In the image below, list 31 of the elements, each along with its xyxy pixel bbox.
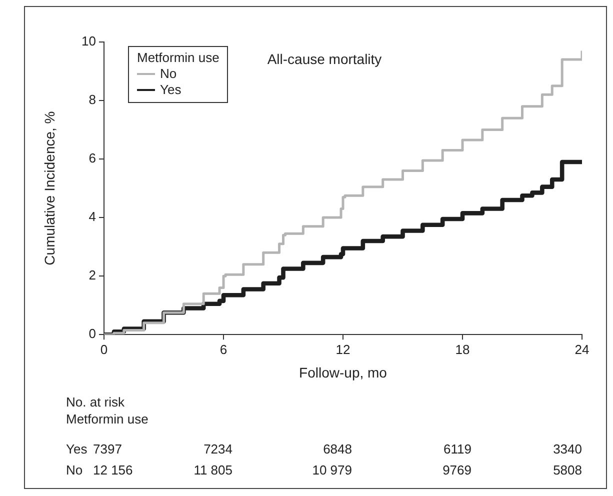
text: No (66, 462, 83, 478)
text: 6848 (323, 442, 352, 457)
text: 3340 (553, 442, 582, 457)
legend-label: No (160, 66, 177, 82)
text: 12 156 (93, 462, 133, 478)
y-tick-label: 2 (88, 268, 96, 283)
text: All-cause mortality (267, 50, 382, 67)
text: 11 805 (194, 462, 232, 478)
text: 7234 (204, 442, 232, 457)
x-axis-title: Follow-up, mo (299, 364, 388, 380)
x-tick-label: 0 (100, 342, 108, 357)
y-axis-title: Cumulative Incidence, % (41, 111, 58, 266)
text: 5808 (553, 462, 582, 478)
text: Metformin use (66, 412, 148, 427)
x-tick-label: 18 (455, 342, 470, 357)
x-tick-label: 24 (574, 342, 590, 357)
text: 7397 (93, 442, 122, 457)
legend-title: Metformin use (137, 50, 220, 66)
text: 9769 (442, 462, 472, 478)
legend-label: Yes (160, 82, 182, 98)
text: 6119 (444, 442, 472, 457)
y-tick-label: 0 (88, 326, 96, 342)
x-tick-label: 6 (220, 342, 228, 357)
text: 10 979 (312, 462, 352, 478)
y-tick-label: 4 (88, 209, 96, 224)
y-tick-label: 10 (82, 34, 96, 49)
y-tick-label: 8 (88, 92, 96, 108)
x-tick-label: 12 (336, 342, 350, 357)
text: Yes (66, 442, 88, 457)
text: No. at risk (66, 394, 126, 410)
y-tick-label: 6 (88, 150, 96, 166)
